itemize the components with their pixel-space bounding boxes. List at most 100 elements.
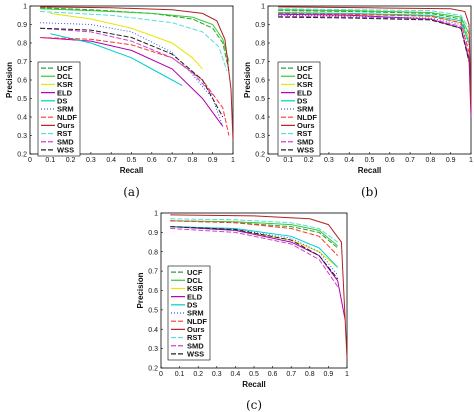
x-tick-label: 0.2 (193, 371, 203, 378)
x-tick-label: 0 (159, 371, 163, 378)
legend-label-ksr: KSR (297, 80, 313, 89)
series-line-srm (170, 226, 339, 276)
x-tick-label: 0.8 (426, 157, 436, 164)
x-tick-label: 0.3 (324, 157, 334, 164)
x-axis-label: Recall (242, 380, 266, 389)
legend-label-srm: SRM (57, 105, 74, 114)
legend-label-dcl: DCL (297, 72, 313, 81)
x-tick-label: 0.4 (106, 157, 116, 164)
legend-label-eld: ELD (297, 88, 313, 97)
legend-label-dcl: DCL (57, 72, 73, 81)
legend-label-smd: SMD (187, 341, 204, 350)
legend-label-nldf: NLDF (187, 317, 207, 326)
y-axis-label: Precision (243, 62, 252, 98)
legend-label-nldf: NLDF (297, 113, 317, 122)
series-line-ours (170, 214, 348, 359)
x-tick-label: 0.8 (188, 157, 198, 164)
legend-label-srm: SRM (187, 309, 204, 318)
chart-panel-2: 0 0.1 0.2 0.3 0.4 0.5 0.6 0.7 0.8 0.9 1 0.2 0.3 0.4 0.… (243, 4, 473, 200)
legend-label-ksr: KSR (187, 284, 203, 293)
x-tick-label: 0.2 (304, 157, 314, 164)
y-tick-label: 0.4 (255, 115, 265, 122)
legend-label-rst: RST (57, 129, 72, 138)
x-tick-label: 0.7 (286, 371, 296, 378)
x-tick-label: 0.1 (175, 371, 185, 378)
legend-label-ucf: UCF (57, 64, 73, 73)
legend-label-dcl: DCL (187, 276, 203, 285)
panel-caption: (a) (123, 185, 140, 199)
legend-box (37, 61, 81, 157)
x-axis-label: Recall (358, 166, 382, 175)
y-tick-label: 0.4 (17, 115, 27, 122)
chart-panel-3: 0 0.1 0.2 0.3 0.4 0.5 0.6 0.7 0.8 0.9 1 0.2 0.3 0.4 0.… (136, 211, 349, 412)
x-tick-label: 0.3 (86, 157, 96, 164)
x-tick-label: 0.7 (167, 157, 177, 164)
y-tick-label: 0.5 (255, 96, 265, 103)
y-tick-label: 0.7 (148, 269, 158, 276)
series-line-eld (40, 37, 224, 127)
y-axis-label: Precision (5, 62, 14, 98)
series-line-eld (170, 226, 346, 320)
y-tick-label: 0.6 (17, 78, 27, 85)
y-axis-label: Precision (136, 272, 145, 308)
x-tick-label: 0.6 (385, 157, 395, 164)
series-line-nldf (278, 12, 470, 53)
y-tick-label: 0.9 (255, 22, 265, 29)
legend-label-smd: SMD (57, 137, 74, 146)
legend-label-ds: DS (297, 97, 307, 106)
x-tick-label: 0.6 (268, 371, 278, 378)
legend-label-ucf: UCF (297, 64, 313, 73)
legend-label-wss: WSS (297, 146, 314, 155)
series-line-ksr (50, 12, 203, 70)
legend-label-ksr: KSR (57, 80, 73, 89)
y-tick-label: 1 (23, 4, 27, 11)
series-line-smd (170, 228, 339, 287)
legend-label-ours: Ours (57, 121, 75, 130)
series-line-wss (40, 27, 224, 118)
legend-label-ds: DS (187, 301, 197, 310)
y-tick-label: 0.3 (17, 133, 27, 140)
x-tick-label: 1 (469, 157, 473, 164)
y-tick-label: 0.7 (17, 59, 27, 66)
series-line-dcl (278, 9, 470, 35)
series-line-ours (278, 6, 472, 108)
legend-label-eld: ELD (57, 88, 73, 97)
y-tick-label: 0.8 (148, 249, 158, 256)
y-tick-label: 0.4 (148, 327, 158, 334)
x-tick-label: 0.4 (231, 371, 241, 378)
y-tick-label: 0.2 (17, 152, 27, 159)
series-line-ds (278, 12, 470, 44)
x-tick-label: 0.5 (365, 157, 375, 164)
y-tick-label: 0.8 (17, 41, 27, 48)
legend-label-smd: SMD (297, 137, 314, 146)
legend-label-rst: RST (187, 333, 202, 342)
y-tick-label: 0.5 (17, 96, 27, 103)
y-tick-label: 1 (154, 211, 158, 218)
series-line-dcl (170, 220, 339, 247)
y-tick-label: 0.9 (148, 230, 158, 237)
legend-label-ucf: UCF (187, 268, 203, 277)
y-tick-label: 0.3 (148, 346, 158, 353)
y-tick-label: 0.7 (255, 59, 265, 66)
series-line-dcl (40, 8, 230, 62)
series-line-ucf (278, 10, 470, 40)
y-tick-label: 0.2 (255, 152, 265, 159)
legend-label-wss: WSS (187, 350, 204, 359)
x-tick-label: 0.7 (405, 157, 415, 164)
x-tick-label: 1 (345, 371, 349, 378)
legend-label-ds: DS (57, 97, 67, 106)
y-tick-label: 0.5 (148, 307, 158, 314)
legend-label-nldf: NLDF (57, 113, 77, 122)
x-tick-label: 0.9 (208, 157, 218, 164)
y-tick-label: 0.9 (17, 22, 27, 29)
x-tick-label: 0.4 (344, 157, 354, 164)
series-line-smd (40, 27, 214, 96)
y-tick-label: 0.3 (255, 133, 265, 140)
legend-label-rst: RST (297, 129, 312, 138)
legend-label-ours: Ours (297, 121, 315, 130)
series-line-nldf (170, 220, 339, 256)
x-tick-label: 0.9 (324, 371, 334, 378)
